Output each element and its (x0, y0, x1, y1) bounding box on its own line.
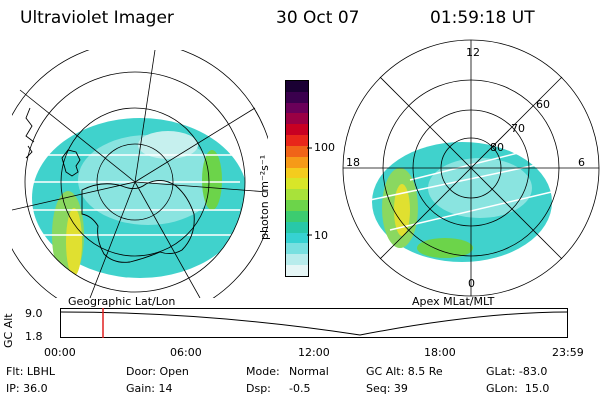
magnetic-caption: Apex MLat/MLT (412, 295, 495, 308)
colorbar-swatch (286, 81, 308, 92)
gc-alt-label: GC Alt: 8.5 Re (366, 365, 443, 378)
dsp-value: -0.5 (289, 382, 311, 395)
colorbar-tick-100: 100 (314, 141, 335, 154)
dsp-key: Dsp: (246, 382, 271, 395)
coastline (25, 107, 195, 263)
altitude-curve (60, 311, 569, 336)
timeline-y-max: 9.0 (25, 307, 43, 320)
filter-label: Flt: LBHL (6, 365, 55, 378)
colorbar-ticks (307, 147, 312, 236)
mlat-label-80: 80 (490, 141, 504, 154)
time-tick-0000: 00:00 (44, 346, 76, 359)
mlat-label-70: 70 (511, 122, 525, 135)
time-label: 01:59:18 UT (430, 8, 535, 28)
uv-aurora-image-left (30, 118, 245, 279)
colorbar-tick-10: 10 (314, 229, 328, 242)
app-title: Ultraviolet Imager (20, 8, 174, 28)
mlt-label-0: 0 (468, 277, 475, 290)
colorbar (285, 80, 309, 277)
colorbar-swatch (286, 135, 308, 146)
colorbar-swatch (286, 167, 308, 179)
orbit-altitude-plot (60, 308, 569, 338)
colorbar-swatch (286, 265, 308, 276)
glat-label: GLat: -83.0 (486, 365, 548, 378)
time-tick-0600: 06:00 (170, 346, 202, 359)
mlt-label-12: 12 (466, 46, 480, 59)
colorbar-swatch (286, 232, 308, 244)
colorbar-swatch (286, 156, 308, 168)
seq-label: Seq: 39 (366, 382, 408, 395)
mlat-label-60: 60 (536, 98, 550, 111)
date-label: 30 Oct 07 (276, 8, 360, 28)
lat-lon-grid (12, 50, 268, 298)
colorbar-swatch (286, 91, 308, 103)
colorbar-swatch (286, 145, 308, 157)
timeline-y-min: 1.8 (25, 330, 43, 343)
colorbar-swatch (286, 178, 308, 190)
colorbar-swatch (286, 189, 308, 201)
glon-label: GLon: 15.0 (486, 382, 550, 395)
magnetic-map-panel (342, 39, 600, 297)
colorbar-swatch (286, 113, 308, 125)
colorbar-swatch (286, 254, 308, 266)
mlt-label-6: 6 (578, 156, 585, 169)
time-tick-1800: 18:00 (424, 346, 456, 359)
gain-label: Gain: 14 (126, 382, 173, 395)
mode-value: Normal (289, 365, 329, 378)
mlat-mlt-grid (342, 39, 600, 297)
colorbar-swatch (286, 200, 308, 211)
colorbar-unit-label: photon cm⁻²s⁻¹ (258, 154, 271, 240)
colorbar-swatch (286, 210, 308, 222)
mode-key: Mode: (246, 365, 280, 378)
ip-label: IP: 36.0 (6, 382, 48, 395)
geographic-caption: Geographic Lat/Lon (68, 295, 176, 308)
uv-aurora-image-right (369, 142, 561, 262)
colorbar-swatch (286, 243, 308, 255)
colorbar-swatch (286, 221, 308, 233)
door-label: Door: Open (126, 365, 189, 378)
timeline-axis-label: GC Alt (2, 313, 15, 348)
time-tick-2359: 23:59 (552, 346, 584, 359)
colorbar-swatch (286, 124, 308, 136)
geographic-map-panel (12, 50, 268, 298)
time-tick-1200: 12:00 (298, 346, 330, 359)
colorbar-swatch (286, 102, 308, 114)
mlt-label-18: 18 (346, 156, 360, 169)
